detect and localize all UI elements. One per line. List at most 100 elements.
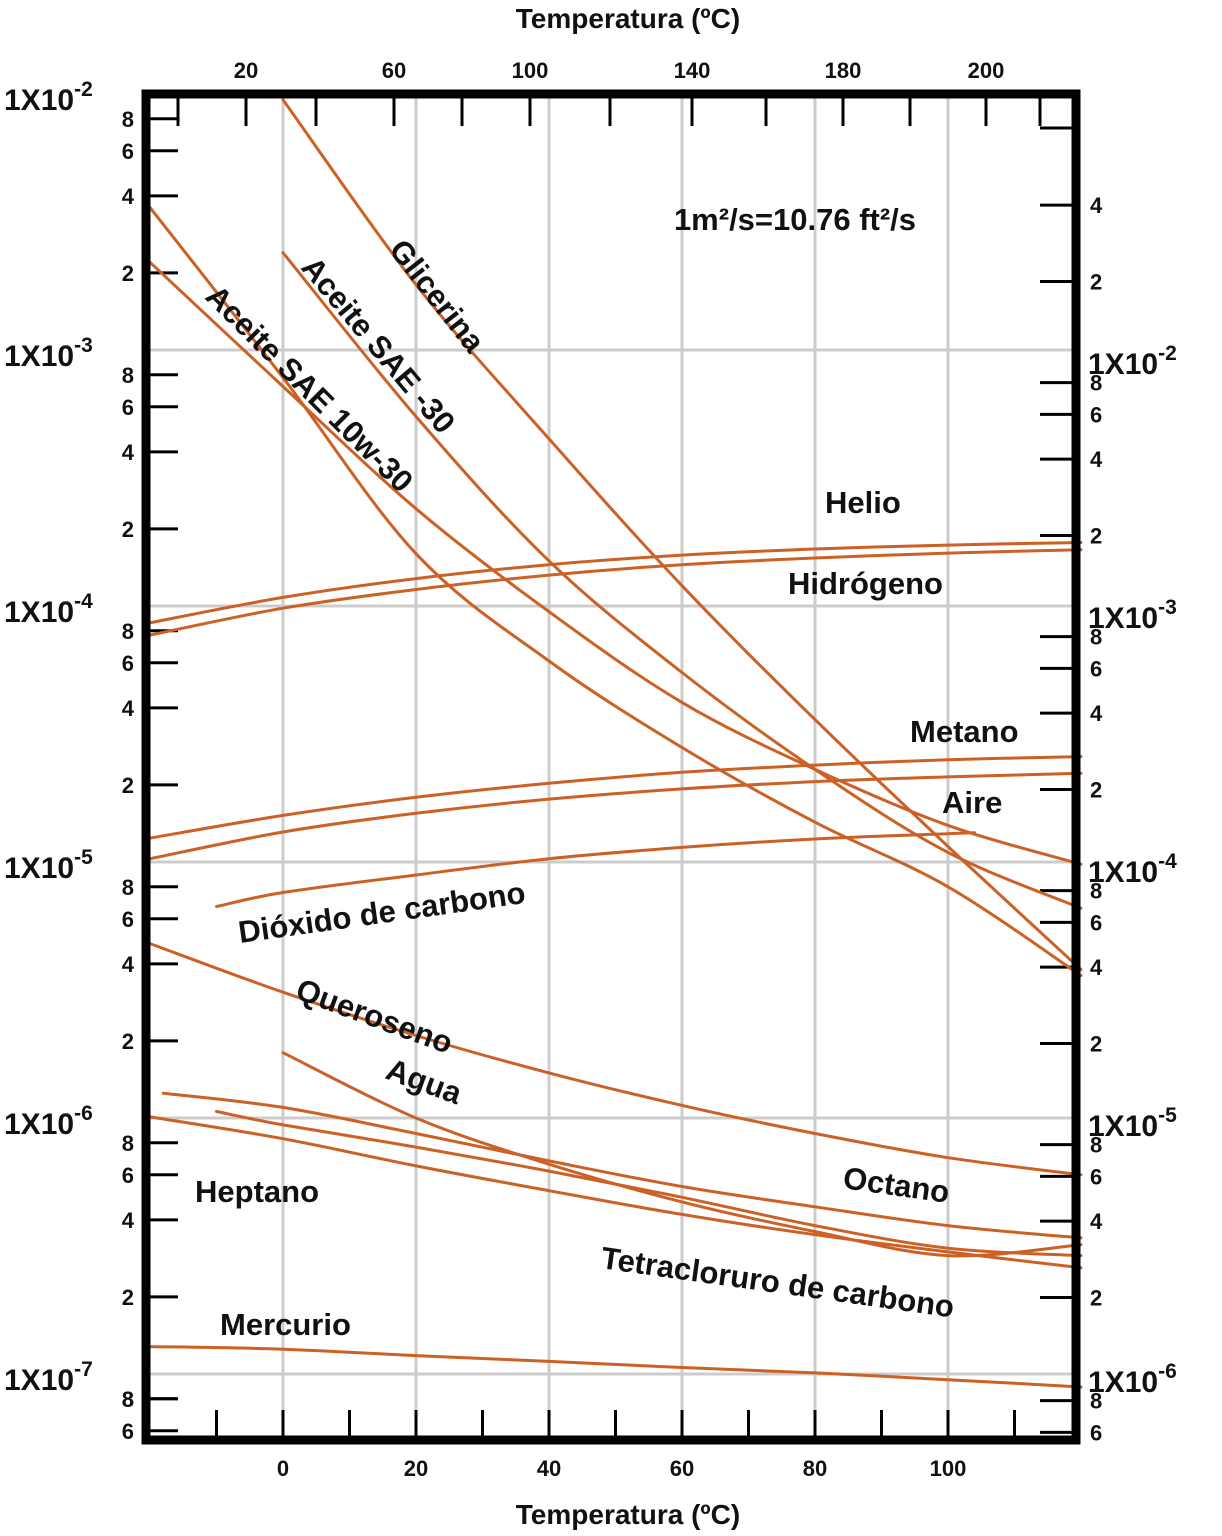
curve-helio-4: [148, 541, 1083, 625]
y-right-minor-label: 2: [1090, 270, 1102, 295]
x-bottom-tick-label: 60: [670, 1456, 694, 1481]
y-left-decade-label: 1X10-5: [4, 846, 93, 885]
y-left-minor-label: 6: [122, 1419, 134, 1444]
top-axis-title: Temperatura (ºC): [516, 3, 740, 34]
curve-aceite-sae-30-1: [281, 251, 1083, 910]
y-right-minor-label: 2: [1090, 1286, 1102, 1311]
x-bottom-tick-label: 20: [404, 1456, 428, 1481]
y-right-decade-label: 1X10-2: [1088, 342, 1177, 381]
y-left-minor-label: 4: [122, 952, 135, 977]
y-left-minor-label: 6: [122, 651, 134, 676]
y-left-decade-label: 1X10-3: [4, 334, 93, 373]
label-mercurio: Mercurio: [220, 1307, 351, 1342]
tick-layer: [146, 94, 1076, 1440]
bottom-axis-title: Temperatura (ºC): [516, 1499, 740, 1530]
label-metano: Metano: [910, 714, 1019, 749]
grid-layer: [146, 94, 1076, 1440]
label-hidrogeno: Hidrógeno: [788, 566, 943, 601]
x-top-tick-label: 100: [512, 58, 549, 83]
y-left-minor-label: 8: [122, 619, 134, 644]
label-aire: Aire: [942, 785, 1002, 820]
curve-aceite-sae-10w-30-3: [148, 206, 1083, 978]
y-right-minor-label: 4: [1090, 193, 1103, 218]
y-left-minor-label: 6: [122, 139, 134, 164]
y-right-decade-label: 1X10-3: [1088, 596, 1177, 635]
x-top-tick-label: 180: [825, 58, 862, 83]
y-right-minor-label: 4: [1090, 701, 1103, 726]
y-right-minor-label: 6: [1090, 910, 1102, 935]
y-left-minor-label: 6: [122, 1163, 134, 1188]
y-left-decade-label: 1X10-4: [4, 590, 93, 629]
y-left-minor-label: 8: [122, 1131, 134, 1156]
y-right-minor-label: 4: [1090, 1209, 1103, 1234]
y-right-minor-label: 8: [1090, 1133, 1102, 1158]
y-left-decade-label: 1X10-2: [4, 78, 93, 117]
curve-mercurio-14: [148, 1345, 1083, 1389]
curve-aire-7: [148, 771, 1083, 861]
y-left-minor-label: 8: [122, 107, 134, 132]
curve-aceite-sae-10w-30-2: [148, 260, 1083, 866]
label-helio: Helio: [825, 485, 901, 520]
y-left-minor-label: 2: [122, 1285, 134, 1310]
label-dioxido-de-carbono: Dióxido de carbono: [236, 875, 527, 950]
label-aceite-sae-10w-30: Aceite SAE 10w-30: [199, 278, 420, 499]
y-right-minor-label: 8: [1090, 371, 1102, 396]
curve-tetracloruro-de-carbono-12: [215, 1110, 1083, 1258]
y-right-minor-label: 6: [1090, 402, 1102, 427]
y-left-minor-label: 8: [122, 875, 134, 900]
label-heptano: Heptano: [195, 1174, 319, 1209]
y-right-minor-label: 8: [1090, 625, 1102, 650]
y-left-minor-label: 6: [122, 907, 134, 932]
curve-queroseno-9: [148, 942, 1083, 1177]
x-top-tick-label: 200: [968, 58, 1005, 83]
x-bottom-tick-label: 100: [930, 1456, 967, 1481]
y-right-minor-label: 2: [1090, 1032, 1102, 1057]
y-left-decade-label: 1X10-7: [4, 1358, 93, 1397]
y-left-minor-label: 2: [122, 773, 134, 798]
y-right-minor-label: 6: [1090, 656, 1102, 681]
y-right-decade-label: 1X10-6: [1088, 1360, 1177, 1399]
plot-frame: [141, 89, 1081, 1445]
curve-layer: [148, 98, 1083, 1389]
x-bottom-tick-label: 0: [277, 1456, 289, 1481]
curve-agua-10: [281, 1051, 1083, 1258]
curve-glicerina-0: [281, 98, 1083, 972]
x-top-tick-label: 60: [382, 58, 406, 83]
label-queroseno: Queroseno: [292, 972, 458, 1061]
y-right-minor-label: 6: [1090, 1420, 1102, 1445]
x-bottom-tick-label: 40: [537, 1456, 561, 1481]
y-right-minor-label: 2: [1090, 524, 1102, 549]
y-left-minor-label: 8: [122, 1387, 134, 1412]
curve-metano-6: [148, 755, 1083, 840]
curve-heptano-13: [148, 1115, 1083, 1270]
y-left-minor-label: 2: [122, 1029, 134, 1054]
y-left-minor-label: 4: [122, 696, 135, 721]
y-left-minor-label: 6: [122, 395, 134, 420]
x-top-tick-label: 140: [674, 58, 711, 83]
label-layer: 1X10-2 1X10-3 1X10-4 1X10-5 1X10-6 1X10-7 8 6 4 2…: [4, 58, 1177, 1481]
label-octano: Octano: [841, 1160, 952, 1210]
y-right-minor-label: 8: [1090, 879, 1102, 904]
y-right-minor-label: 4: [1090, 955, 1103, 980]
y-left-minor-label: 4: [122, 1208, 135, 1233]
y-left-minor-label: 4: [122, 440, 135, 465]
curve-di-xido-de-carbono-8: [215, 831, 977, 908]
x-top-tick-label: 20: [234, 58, 258, 83]
y-left-minor-label: 4: [122, 184, 135, 209]
y-left-minor-label: 8: [122, 1387, 134, 1412]
y-left-minor-label: 2: [122, 261, 134, 286]
curve-octano-11: [161, 1091, 1083, 1240]
y-right-minor-label: 8: [1090, 1389, 1102, 1414]
y-right-minor-label: 6: [1090, 1164, 1102, 1189]
y-right-decade-label: 1X10-5: [1088, 1104, 1177, 1143]
curve-hidr-geno-5: [148, 548, 1083, 637]
label-glicerina: Glicerina: [382, 233, 492, 360]
y-right-minor-label: 4: [1090, 447, 1103, 472]
label-agua: Agua: [382, 1052, 468, 1112]
label-tetracloruro-de-carbono: Tetracloruro de carbono: [599, 1240, 956, 1324]
y-left-minor-label: 8: [122, 363, 134, 388]
x-bottom-tick-label: 80: [803, 1456, 827, 1481]
y-right-minor-label: 2: [1090, 778, 1102, 803]
y-right-decade-label: 1X10-4: [1088, 850, 1177, 889]
